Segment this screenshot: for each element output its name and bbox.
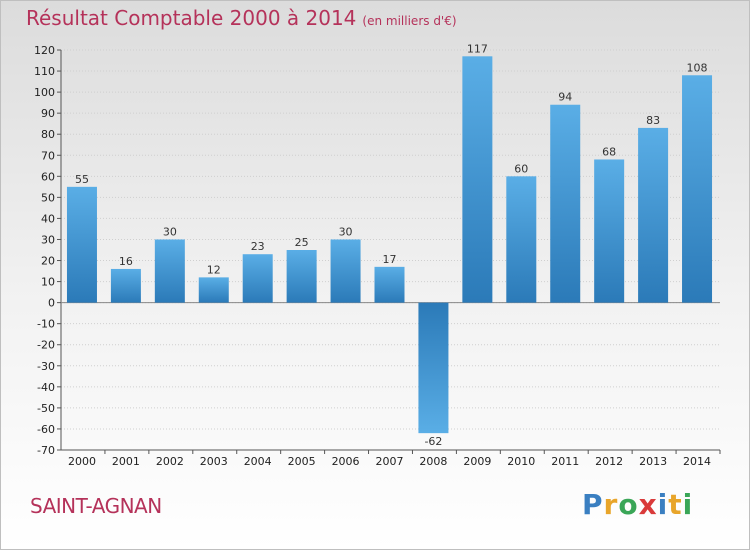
y-tick-label: 60 bbox=[41, 170, 55, 183]
logo-letter: t bbox=[668, 488, 683, 521]
bar-2002 bbox=[154, 239, 185, 303]
value-label-2010: 60 bbox=[514, 162, 528, 175]
y-tick-labels: 1201101009080706050403020100-10-20-30-40… bbox=[34, 44, 55, 457]
y-tick-label: 50 bbox=[41, 191, 55, 204]
value-label-2004: 23 bbox=[251, 240, 265, 253]
bar-2005 bbox=[286, 250, 317, 303]
bar-2000 bbox=[66, 186, 97, 303]
commune-name: SAINT-AGNAN bbox=[30, 494, 162, 518]
x-tick-label-2001: 2001 bbox=[112, 455, 140, 468]
x-tick-label-2009: 2009 bbox=[463, 455, 491, 468]
bar-2001 bbox=[110, 268, 141, 303]
value-label-2006: 30 bbox=[339, 225, 353, 238]
logo-letter: i bbox=[682, 488, 694, 521]
bar-2012 bbox=[594, 159, 625, 303]
value-labels: 55 16 30 12 23 25 30 17 -62 117 60 94 68 83 108 bbox=[75, 42, 708, 448]
bar-2006 bbox=[330, 239, 361, 303]
value-label-2008: -62 bbox=[424, 435, 442, 448]
y-tick-label: -30 bbox=[37, 360, 55, 373]
y-tick-label: 80 bbox=[41, 128, 55, 141]
value-label-2005: 25 bbox=[295, 236, 309, 249]
x-tick-label-2008: 2008 bbox=[419, 455, 447, 468]
bar-2003 bbox=[198, 277, 229, 303]
value-label-2002: 30 bbox=[163, 225, 177, 238]
y-tick-label: 70 bbox=[41, 149, 55, 162]
chart-subtitle: (en milliers d'€) bbox=[362, 14, 457, 28]
bar-2010 bbox=[506, 176, 537, 303]
bar-2013 bbox=[638, 127, 669, 303]
y-tick-label: -10 bbox=[37, 318, 55, 331]
bar-2004 bbox=[242, 254, 273, 303]
x-tick-label-2011: 2011 bbox=[551, 455, 579, 468]
bar-2011 bbox=[550, 104, 581, 303]
bar-2007 bbox=[374, 266, 405, 303]
value-label-2012: 68 bbox=[602, 145, 616, 158]
bars bbox=[66, 56, 713, 434]
value-label-2001: 16 bbox=[119, 255, 133, 268]
x-tick-label-2010: 2010 bbox=[507, 455, 535, 468]
x-tick-label-2013: 2013 bbox=[639, 455, 667, 468]
x-tick-label-2014: 2014 bbox=[683, 455, 711, 468]
y-tick-label: 110 bbox=[34, 65, 55, 78]
proxiti-logo[interactable]: Proxiti bbox=[582, 488, 693, 521]
x-tick-label-2005: 2005 bbox=[288, 455, 316, 468]
x-tick-label-2003: 2003 bbox=[200, 455, 228, 468]
x-tick-label-2002: 2002 bbox=[156, 455, 184, 468]
logo-letter: o bbox=[618, 488, 639, 521]
chart-title: Résultat Comptable 2000 à 2014 (en millie… bbox=[26, 6, 457, 30]
y-tick-label: 100 bbox=[34, 86, 55, 99]
y-tick-label: -70 bbox=[37, 444, 55, 457]
bar-2008 bbox=[418, 302, 449, 434]
y-tick-label: -20 bbox=[37, 339, 55, 352]
value-label-2014: 108 bbox=[687, 61, 708, 74]
y-tick-label: 20 bbox=[41, 255, 55, 268]
y-tick-label: 120 bbox=[34, 44, 55, 57]
value-label-2009: 117 bbox=[467, 42, 488, 55]
x-tick-labels: 2000 2001 2002 2003 2004 2005 2006 2007 2008 2009… bbox=[68, 455, 711, 468]
value-label-2007: 17 bbox=[383, 253, 397, 266]
x-tick-label-2000: 2000 bbox=[68, 455, 96, 468]
y-tick-label: 0 bbox=[48, 297, 55, 310]
value-label-2011: 94 bbox=[558, 91, 572, 104]
y-tick-label: 40 bbox=[41, 212, 55, 225]
bar-2009 bbox=[462, 56, 493, 303]
x-tick-label-2006: 2006 bbox=[332, 455, 360, 468]
x-tick-label-2007: 2007 bbox=[376, 455, 404, 468]
value-label-2000: 55 bbox=[75, 173, 89, 186]
y-tick-label: 90 bbox=[41, 107, 55, 120]
value-label-2003: 12 bbox=[207, 263, 221, 276]
y-tick-label: -50 bbox=[37, 402, 55, 415]
logo-letter: i bbox=[657, 488, 669, 521]
x-tick-label-2012: 2012 bbox=[595, 455, 623, 468]
logo-letter: P bbox=[582, 488, 604, 521]
y-tick-label: -40 bbox=[37, 381, 55, 394]
logo-letter: x bbox=[638, 488, 658, 521]
x-tick-label-2004: 2004 bbox=[244, 455, 272, 468]
bar-2014 bbox=[682, 75, 713, 303]
y-tick-label: 30 bbox=[41, 233, 55, 246]
value-label-2013: 83 bbox=[646, 114, 660, 127]
chart-title-text: Résultat Comptable 2000 à 2014 bbox=[26, 6, 357, 30]
y-tick-label: 10 bbox=[41, 276, 55, 289]
logo-letter: r bbox=[603, 488, 619, 521]
y-tick-label: -60 bbox=[37, 423, 55, 436]
